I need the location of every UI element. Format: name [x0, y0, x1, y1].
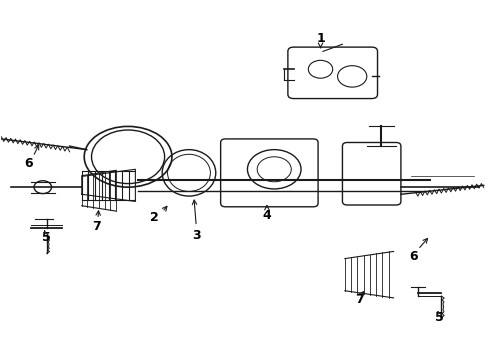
Text: 2: 2	[150, 211, 159, 224]
Text: 1: 1	[316, 32, 325, 45]
Text: 7: 7	[92, 220, 101, 233]
Text: 6: 6	[409, 250, 417, 263]
Text: 5: 5	[42, 231, 50, 244]
Text: 3: 3	[192, 229, 200, 242]
Text: 6: 6	[24, 157, 32, 170]
Text: 5: 5	[435, 311, 443, 324]
Text: 4: 4	[263, 209, 271, 222]
Text: 7: 7	[355, 293, 364, 306]
